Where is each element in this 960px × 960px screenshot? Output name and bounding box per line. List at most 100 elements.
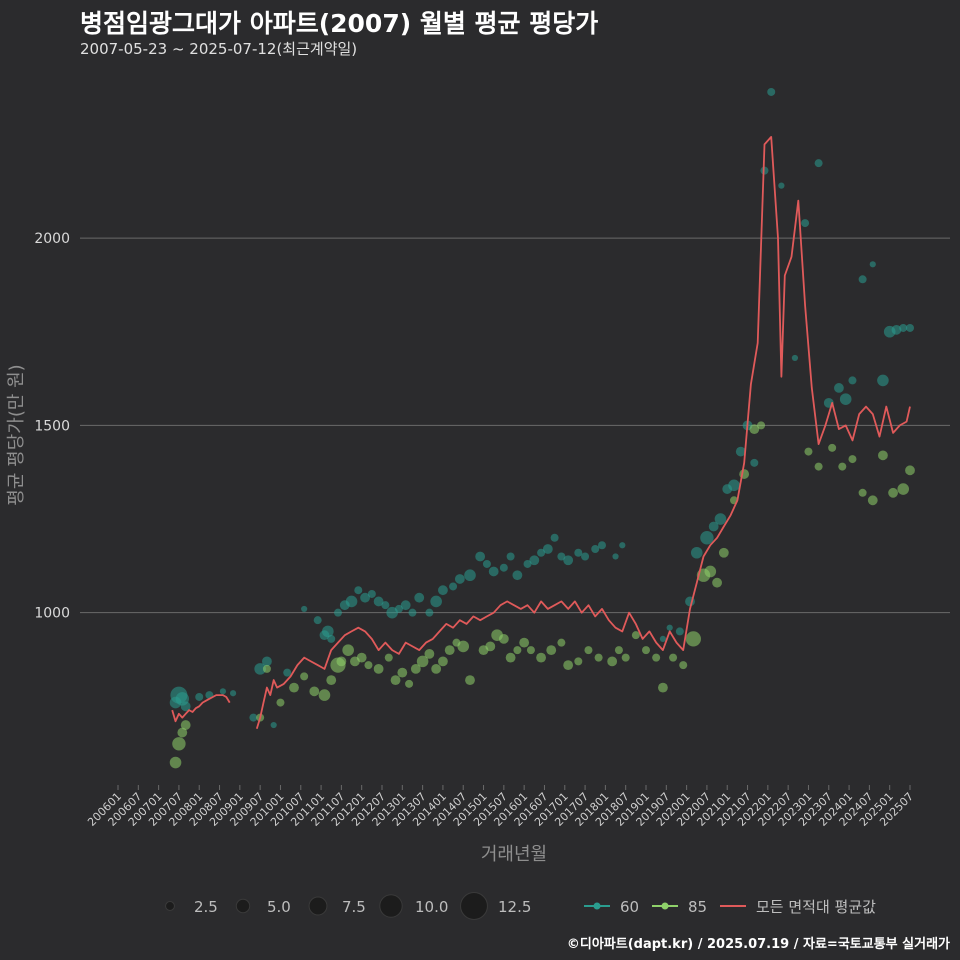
point-60-21 xyxy=(354,586,363,595)
point-60-40 xyxy=(499,563,508,572)
point-60-63 xyxy=(714,513,727,525)
point-85-67 xyxy=(828,443,837,452)
point-60-12 xyxy=(283,668,292,677)
point-60-44 xyxy=(529,555,540,566)
point-60-66 xyxy=(735,446,746,457)
point-60-29 xyxy=(408,608,417,617)
point-60-62 xyxy=(708,521,719,532)
point-60-8 xyxy=(249,713,258,722)
point-85-75 xyxy=(905,465,915,476)
average-line-segment-1 xyxy=(255,135,911,730)
point-85-24 xyxy=(416,655,429,668)
point-85-31 xyxy=(465,675,475,686)
point-60-6 xyxy=(219,688,227,695)
point-85-49 xyxy=(621,653,630,662)
point-85-72 xyxy=(878,450,888,461)
point-85-9 xyxy=(309,686,320,697)
point-60-45 xyxy=(537,548,546,557)
point-60-79 xyxy=(858,275,867,284)
point-60-17 xyxy=(327,634,336,643)
point-60-48 xyxy=(557,552,566,561)
point-60-54 xyxy=(612,553,619,560)
point-85-3 xyxy=(180,720,191,730)
point-60-7 xyxy=(229,690,237,697)
point-85-26 xyxy=(431,663,442,674)
average-line-segment-0 xyxy=(171,694,231,723)
size-legend-dot-1 xyxy=(235,898,251,914)
point-60-14 xyxy=(313,616,322,625)
point-60-76 xyxy=(834,383,844,393)
point-85-0 xyxy=(169,756,182,769)
size-legend-label-1: 5.0 xyxy=(267,898,291,916)
point-60-42 xyxy=(512,570,523,581)
point-60-72 xyxy=(791,354,799,362)
point-85-42 xyxy=(557,638,566,647)
point-60-50 xyxy=(574,548,583,557)
point-60-25 xyxy=(381,601,390,610)
point-85-52 xyxy=(652,653,661,662)
point-85-13 xyxy=(336,656,347,667)
point-60-61 xyxy=(700,531,714,545)
point-60-33 xyxy=(438,585,448,596)
point-60-81 xyxy=(877,374,889,387)
point-60-38 xyxy=(482,559,491,568)
x-axis-label: 거래년월 xyxy=(481,844,547,865)
point-85-14 xyxy=(342,644,354,656)
point-60-49 xyxy=(563,555,574,566)
point-85-40 xyxy=(536,652,546,663)
point-85-74 xyxy=(897,483,910,495)
point-85-56 xyxy=(685,631,701,647)
point-85-50 xyxy=(631,631,640,640)
point-85-35 xyxy=(498,634,509,644)
point-60-27 xyxy=(394,604,403,613)
point-60-37 xyxy=(475,551,486,562)
point-85-6 xyxy=(276,698,285,707)
point-85-5 xyxy=(262,664,271,673)
point-85-23 xyxy=(410,663,421,674)
point-85-39 xyxy=(526,646,535,655)
point-85-45 xyxy=(584,646,593,655)
point-85-54 xyxy=(669,653,678,662)
legend-key-dot-0 xyxy=(593,902,601,910)
point-85-38 xyxy=(519,637,530,648)
footer-credit: ©디아파트(dapt.kr) / 2025.07.19 / 자료=국토교통부 실… xyxy=(566,937,950,952)
point-85-73 xyxy=(888,487,898,498)
point-60-11 xyxy=(270,721,277,729)
point-60-52 xyxy=(591,544,600,553)
point-85-22 xyxy=(405,679,414,688)
point-85-68 xyxy=(838,462,847,471)
grid-lines xyxy=(80,237,950,614)
point-85-43 xyxy=(563,660,574,671)
point-85-65 xyxy=(804,447,813,456)
average-line xyxy=(171,135,911,730)
point-85-46 xyxy=(594,653,603,662)
size-legend-label-4: 12.5 xyxy=(498,898,531,916)
point-85-71 xyxy=(867,495,878,506)
point-60-31 xyxy=(425,608,434,617)
point-60-39 xyxy=(488,566,499,577)
point-60-65 xyxy=(728,479,740,492)
point-60-23 xyxy=(367,589,376,598)
legend-key-dot-1 xyxy=(661,902,669,910)
point-85-27 xyxy=(438,656,448,667)
point-60-60 xyxy=(690,546,703,559)
point-60-68 xyxy=(750,458,759,467)
point-60-30 xyxy=(414,592,425,603)
chart-title: 병점임광그대가 아파트(2007) 월별 평균 평당가 xyxy=(80,9,599,38)
point-60-85 xyxy=(906,323,914,332)
chart-subtitle: 2007-05-23 ~ 2025-07-12(최근계약일) xyxy=(80,40,358,58)
point-85-66 xyxy=(814,462,823,471)
point-60-4 xyxy=(195,692,204,701)
point-60-51 xyxy=(581,552,590,561)
point-85-21 xyxy=(397,667,408,678)
point-60-47 xyxy=(550,533,559,542)
y-axis-label: 평균 평당가(만 원) xyxy=(6,364,27,505)
point-60-74 xyxy=(814,159,823,168)
point-60-53 xyxy=(598,541,606,550)
point-85-51 xyxy=(642,646,650,655)
point-85-33 xyxy=(485,641,496,652)
size-legend-dot-3 xyxy=(379,894,403,918)
point-60-71 xyxy=(778,182,785,189)
point-85-53 xyxy=(658,682,668,693)
